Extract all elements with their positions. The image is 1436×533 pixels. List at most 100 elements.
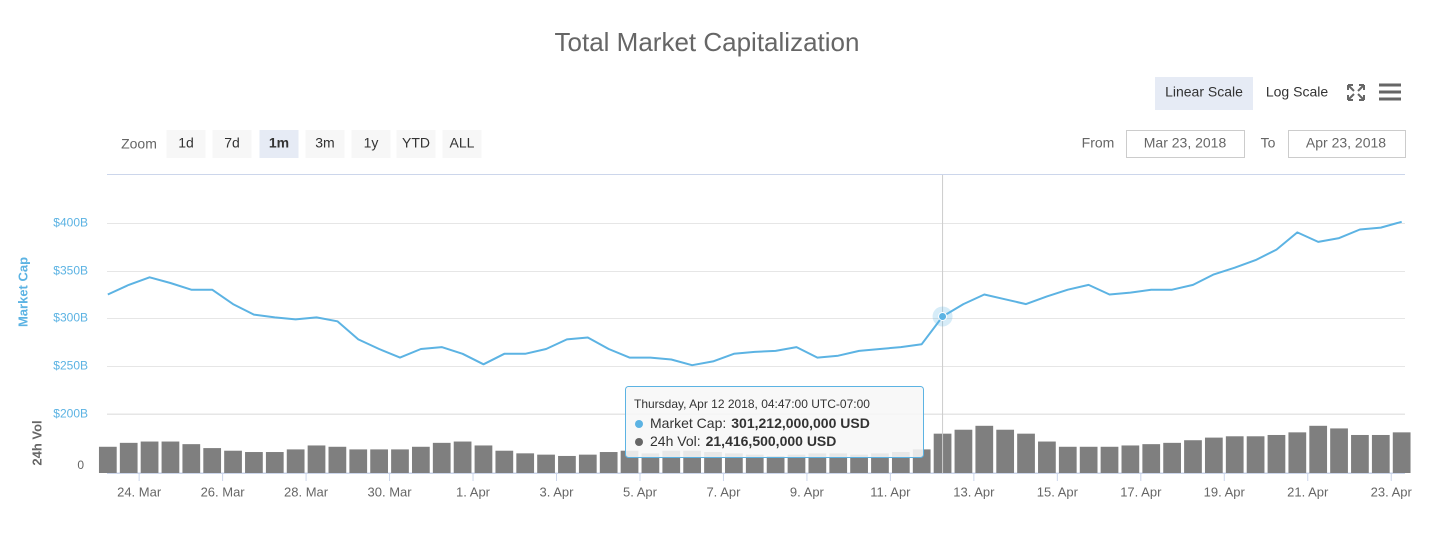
volume-bar — [1079, 446, 1098, 473]
volume-bar — [161, 441, 180, 473]
volume-bar — [1288, 432, 1307, 473]
volume-bar — [1204, 437, 1223, 473]
volume-bar — [1184, 440, 1202, 473]
zoom-button[interactable]: 3m — [315, 135, 334, 151]
volume-bar — [725, 453, 743, 473]
volume-bar — [1225, 436, 1244, 473]
volume-bar — [850, 454, 868, 473]
volume-bar — [1038, 441, 1056, 473]
zoom-button[interactable]: 7d — [224, 135, 240, 151]
volume-bar — [641, 453, 660, 473]
to-label: To — [1261, 135, 1276, 151]
volume-bar — [307, 445, 326, 473]
zoom-button-bg — [166, 130, 206, 158]
x-tick-label: 23. Apr — [1371, 484, 1413, 499]
hover-marker — [938, 311, 948, 321]
x-tick-label: 17. Apr — [1120, 484, 1162, 499]
volume-bar — [599, 452, 618, 473]
tooltip-value: 21,416,500,000 USD — [706, 433, 837, 449]
zoom-button[interactable]: 1y — [364, 135, 379, 151]
zoom-button-bg — [396, 130, 436, 158]
x-tick-label: 30. Mar — [368, 484, 413, 499]
volume-bar — [119, 442, 138, 473]
y-tick-label: $350B — [53, 264, 88, 278]
zoom-button-bg — [442, 130, 482, 158]
scale-button[interactable]: Linear Scale — [1165, 84, 1243, 100]
y-tick-label: $400B — [53, 216, 88, 230]
volume-bar — [1371, 434, 1390, 473]
chart-title: Total Market Capitalization — [555, 27, 860, 57]
volume-bar — [1058, 446, 1077, 473]
volume-bar — [391, 449, 409, 473]
zoom-button-bg — [212, 130, 252, 158]
volume-bar — [975, 425, 994, 473]
volume-bar — [954, 429, 973, 473]
volume-bar — [203, 448, 222, 473]
volume-bar — [182, 444, 201, 473]
volume-bar — [1392, 432, 1411, 473]
tooltip-header: Thursday, Apr 12 2018, 04:47:00 UTC-07:0… — [634, 397, 870, 411]
y2-axis-title: 24h Vol — [29, 420, 44, 465]
to-input[interactable] — [1288, 130, 1406, 158]
volume-bar — [766, 455, 785, 473]
tooltip-item: Market Cap: 301,212,000,000 USD — [650, 415, 870, 431]
volume-bar — [349, 449, 368, 473]
volume-bar — [829, 453, 848, 473]
volume-bar — [516, 453, 535, 473]
tooltip-item: 24h Vol: 21,416,500,000 USD — [650, 433, 836, 449]
volume-bar — [370, 449, 388, 473]
volume-bar — [1142, 444, 1161, 473]
zoom-label: Zoom — [121, 136, 157, 152]
volume-bar — [432, 442, 451, 473]
x-tick-label: 28. Mar — [284, 484, 329, 499]
y-tick-label: $250B — [53, 359, 88, 373]
zoom-button[interactable]: YTD — [402, 135, 430, 151]
volume-bar — [558, 455, 576, 473]
menu-icon[interactable] — [1379, 83, 1401, 101]
fullscreen-icon[interactable] — [1347, 84, 1365, 101]
volume-bar — [1309, 425, 1328, 473]
tooltip-value: 301,212,000,000 USD — [731, 415, 870, 431]
tooltip-dot — [635, 420, 643, 428]
volume-bar — [495, 450, 514, 473]
x-tick-label: 3. Apr — [540, 484, 575, 499]
zoom-button[interactable]: 1m — [269, 135, 289, 151]
volume-bar — [808, 453, 827, 473]
x-tick-label: 19. Apr — [1204, 484, 1246, 499]
volume-bar — [1330, 428, 1348, 473]
zoom-button-bg — [305, 130, 345, 158]
volume-bar — [1017, 433, 1035, 473]
volume-bar — [140, 441, 159, 473]
volume-bar — [98, 446, 117, 473]
volume-bar — [871, 453, 889, 473]
x-tick-label: 5. Apr — [623, 484, 658, 499]
y-tick-label: $300B — [53, 311, 88, 325]
market-cap-line — [107, 220, 1402, 367]
y-tick-label: $200B — [53, 407, 88, 421]
volume-bar — [1351, 434, 1369, 473]
scale-button-bg — [1155, 77, 1253, 110]
x-tick-label: 13. Apr — [953, 484, 995, 499]
y-axis-title: Market Cap — [15, 257, 30, 327]
zoom-button[interactable]: ALL — [450, 135, 475, 151]
tooltip-label: Market Cap: — [650, 415, 726, 431]
volume-bar — [328, 446, 347, 473]
from-date: Mar 23, 2018 — [1144, 135, 1227, 151]
zoom-button[interactable]: 1d — [178, 135, 194, 151]
x-tick-label: 9. Apr — [790, 484, 825, 499]
from-input[interactable] — [1126, 130, 1245, 158]
volume-bar — [1246, 436, 1265, 473]
tooltip-box — [625, 386, 924, 458]
scale-button[interactable]: Log Scale — [1266, 84, 1328, 100]
volume-bar — [411, 446, 430, 473]
x-tick-label: 26. Mar — [201, 484, 246, 499]
x-tick-label: 15. Apr — [1037, 484, 1079, 499]
volume-bar — [1100, 446, 1119, 473]
x-tick-label: 1. Apr — [456, 484, 491, 499]
x-tick-label: 24. Mar — [117, 484, 162, 499]
x-tick-label: 11. Apr — [870, 484, 911, 499]
zoom-button-bg — [351, 130, 391, 158]
volume-bar — [1121, 445, 1140, 473]
